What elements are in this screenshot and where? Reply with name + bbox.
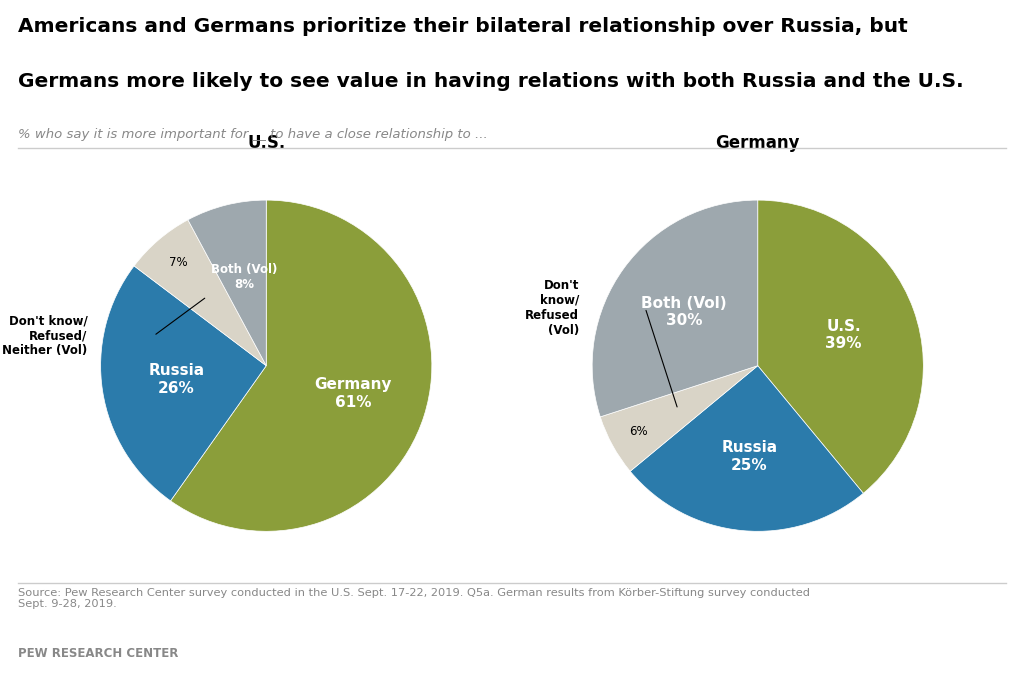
Text: Don't
know/
Refused
(Vol): Don't know/ Refused (Vol) xyxy=(525,279,579,337)
Text: U.S.
39%: U.S. 39% xyxy=(825,319,862,351)
Text: Americans and Germans prioritize their bilateral relationship over Russia, but: Americans and Germans prioritize their b… xyxy=(18,17,908,37)
Text: Don't know/
Refused/
Neither (Vol): Don't know/ Refused/ Neither (Vol) xyxy=(2,315,87,357)
Text: 6%: 6% xyxy=(630,424,648,437)
Text: Both (Vol)
30%: Both (Vol) 30% xyxy=(641,296,727,328)
Text: Germans more likely to see value in having relations with both Russia and the U.: Germans more likely to see value in havi… xyxy=(18,72,964,92)
Text: PEW RESEARCH CENTER: PEW RESEARCH CENTER xyxy=(18,647,179,660)
Wedge shape xyxy=(171,200,432,531)
Text: Germany
61%: Germany 61% xyxy=(314,377,392,409)
Title: Germany: Germany xyxy=(716,134,800,152)
Title: U.S.: U.S. xyxy=(247,134,286,152)
Wedge shape xyxy=(100,266,266,501)
Wedge shape xyxy=(134,220,266,366)
Wedge shape xyxy=(592,200,758,417)
Text: 7%: 7% xyxy=(169,256,187,269)
Text: Russia
26%: Russia 26% xyxy=(148,364,205,396)
Wedge shape xyxy=(600,366,758,471)
Wedge shape xyxy=(758,200,924,493)
Text: Both (Vol)
8%: Both (Vol) 8% xyxy=(211,264,278,291)
Text: Source: Pew Research Center survey conducted in the U.S. Sept. 17-22, 2019. Q5a.: Source: Pew Research Center survey condu… xyxy=(18,588,810,609)
Wedge shape xyxy=(187,200,266,366)
Text: Russia
25%: Russia 25% xyxy=(721,440,777,473)
Text: % who say it is more important for __ to have a close relationship to ...: % who say it is more important for __ to… xyxy=(18,128,488,141)
Wedge shape xyxy=(630,366,863,531)
